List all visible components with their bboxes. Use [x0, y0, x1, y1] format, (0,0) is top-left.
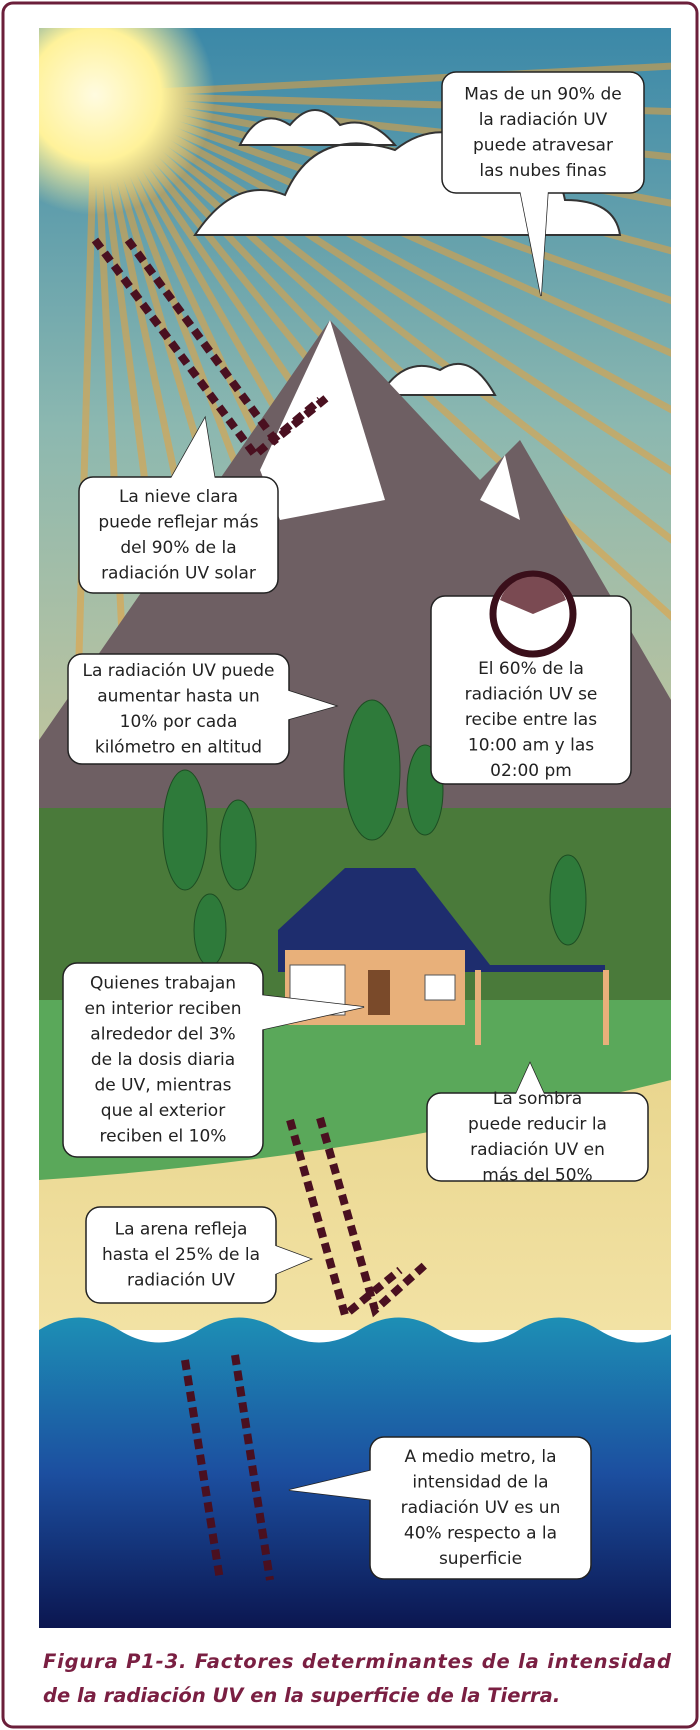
callout-text: superficie — [439, 1549, 522, 1569]
callout-text: La arena refleja — [115, 1220, 248, 1240]
callout-text: de la dosis diaria — [91, 1050, 235, 1070]
callout-text: 10% por cada — [120, 712, 238, 732]
callout-text: 10:00 am y las — [468, 736, 594, 756]
callout-text: radiación UV se — [465, 685, 598, 705]
callout-text: hasta el 25% de la — [102, 1245, 260, 1265]
callout-text: radiación UV en — [470, 1140, 605, 1160]
figure: Mas de un 90% de la radiación UV puede atr… — [0, 0, 700, 1730]
callout-text: aumentar hasta un — [97, 686, 260, 706]
callout-text: 02:00 pm — [490, 761, 572, 781]
callout-text: Quienes trabajan — [90, 974, 236, 994]
callout-text: alrededor del 3% — [90, 1025, 235, 1045]
callout-text: radiación UV solar — [101, 563, 256, 583]
callout-text: puede atravesar — [473, 135, 613, 155]
callout-text: del 90% de la — [120, 538, 236, 558]
callout-text: intensidad de la — [412, 1473, 548, 1493]
caption: Figura P1-3. Factores determinantes de l… — [43, 1650, 672, 1673]
callout-text: kilómetro en altitud — [95, 737, 262, 757]
callout-text: La nieve clara — [119, 487, 238, 507]
callout-text: La sombra — [493, 1089, 582, 1109]
callout-text: La radiación UV puede — [82, 661, 274, 681]
callout-text: El 60% de la — [478, 659, 584, 679]
callout-text: puede reflejar más — [98, 512, 258, 532]
callout-text: la radiación UV — [479, 110, 608, 130]
callout-text: más del 50% — [482, 1165, 592, 1185]
callout-text: radiación UV es un — [401, 1498, 561, 1518]
illustration — [0, 0, 700, 1628]
callout-text: las nubes finas — [479, 161, 606, 181]
callout-text: de UV, mientras — [95, 1076, 232, 1096]
callout-text: que al exterior — [101, 1101, 225, 1121]
callout-text: recibe entre las — [465, 710, 597, 730]
callout-text: radiación UV — [127, 1271, 235, 1291]
page: Mas de un 90% de la radiación UV puede atr… — [0, 0, 700, 1730]
callout-text: 40% respecto a la — [404, 1524, 557, 1544]
callout: El 60% de la radiación UV se recibe entre … — [431, 574, 631, 784]
caption: de la radiación UV en la superficie de l… — [43, 1684, 560, 1707]
callout-text: A medio metro, la — [404, 1447, 556, 1467]
callout-text: en interior reciben — [85, 999, 242, 1019]
callout-text: puede reducir la — [468, 1114, 607, 1134]
callout-text: Mas de un 90% de — [464, 84, 621, 104]
callout-text: reciben el 10% — [100, 1127, 227, 1147]
